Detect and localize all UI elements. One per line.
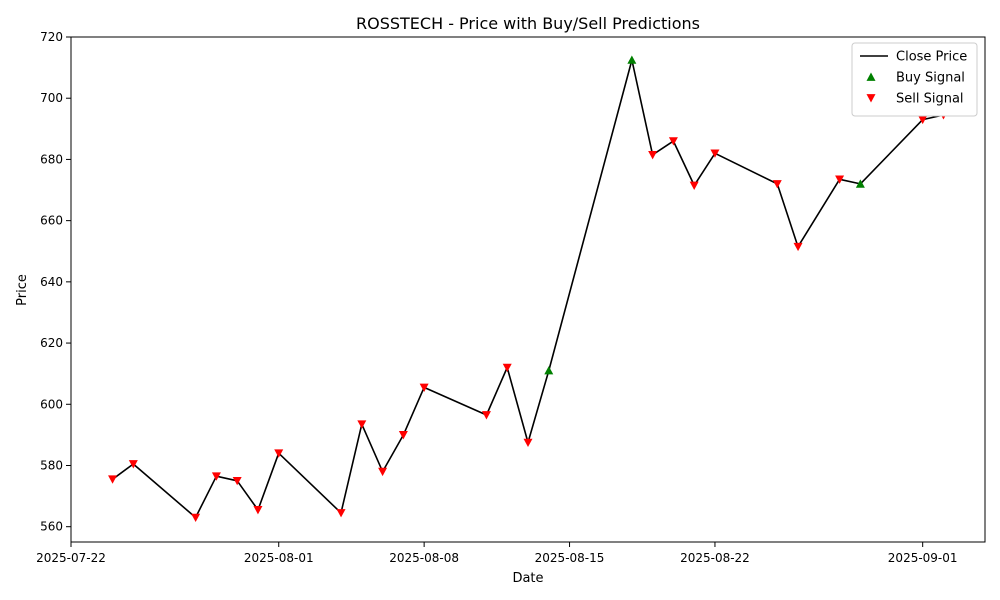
y-tick-label: 680 (40, 152, 63, 166)
sell-signal-marker (710, 149, 720, 158)
buy-signal-marker (627, 55, 637, 64)
sell-signal-marker (419, 383, 429, 392)
y-tick-label: 660 (40, 214, 63, 228)
sell-signal-marker (232, 476, 242, 486)
sell-signal-marker (772, 180, 782, 189)
x-tick-label: 2025-08-22 (680, 551, 750, 565)
buy-signal-marker (855, 179, 865, 188)
sell-signal-marker (128, 460, 138, 469)
sell-signal-marker (523, 438, 533, 448)
x-tick-label: 2025-08-15 (535, 551, 605, 565)
sell-signal-marker (211, 472, 221, 481)
y-axis-label: Price (15, 274, 30, 306)
sell-signal-marker (793, 242, 803, 252)
chart-title: ROSSTECH - Price with Buy/Sell Predictio… (356, 14, 700, 33)
x-axis-label: Date (512, 571, 543, 586)
buy-signal-marker (544, 366, 554, 375)
y-tick-label: 580 (40, 458, 63, 472)
sell-signal-marker (378, 467, 388, 477)
sell-signal-marker (253, 506, 263, 515)
legend-box (851, 42, 978, 117)
sell-signal-marker (502, 363, 512, 373)
sell-signal-marker (835, 175, 845, 184)
y-tick-label: 700 (40, 91, 63, 105)
legend-label: Close Price (896, 50, 967, 65)
x-tick-label: 2025-08-08 (389, 551, 459, 565)
plot-area (108, 55, 948, 523)
sell-signal-marker (191, 513, 201, 523)
legend-marker-swatch (866, 94, 876, 103)
y-tick-label: 600 (40, 397, 63, 411)
y-tick-label: 720 (40, 30, 63, 44)
x-tick-label: 2025-08-01 (244, 551, 314, 565)
sell-signal-marker (648, 151, 658, 160)
legend-label: Sell Signal (896, 92, 964, 107)
legend-marker-swatch (866, 72, 876, 81)
axis-ticks: 2025-07-22 2025-08-01 2025-08-08 2025-08-15… (36, 30, 957, 565)
sell-signal-marker (336, 509, 346, 518)
sell-signal-marker (668, 137, 678, 146)
sell-signal-marker (689, 181, 699, 190)
x-tick-label: 2025-07-22 (36, 551, 106, 565)
x-tick-label: 2025-09-01 (888, 551, 958, 565)
legend: Close Price Buy Signal Sell Signal (851, 42, 978, 117)
sell-signal-marker (918, 115, 928, 125)
y-tick-label: 640 (40, 275, 63, 289)
sell-signal-marker (398, 431, 408, 440)
sell-signal-marker (481, 411, 491, 420)
legend-label: Buy Signal (896, 71, 965, 86)
sell-signal-marker (357, 420, 367, 429)
sell-signal-marker (274, 449, 284, 458)
plot-frame (70, 36, 986, 543)
y-tick-label: 620 (40, 336, 63, 350)
sell-signal-marker (108, 475, 118, 484)
y-tick-label: 560 (40, 520, 63, 534)
